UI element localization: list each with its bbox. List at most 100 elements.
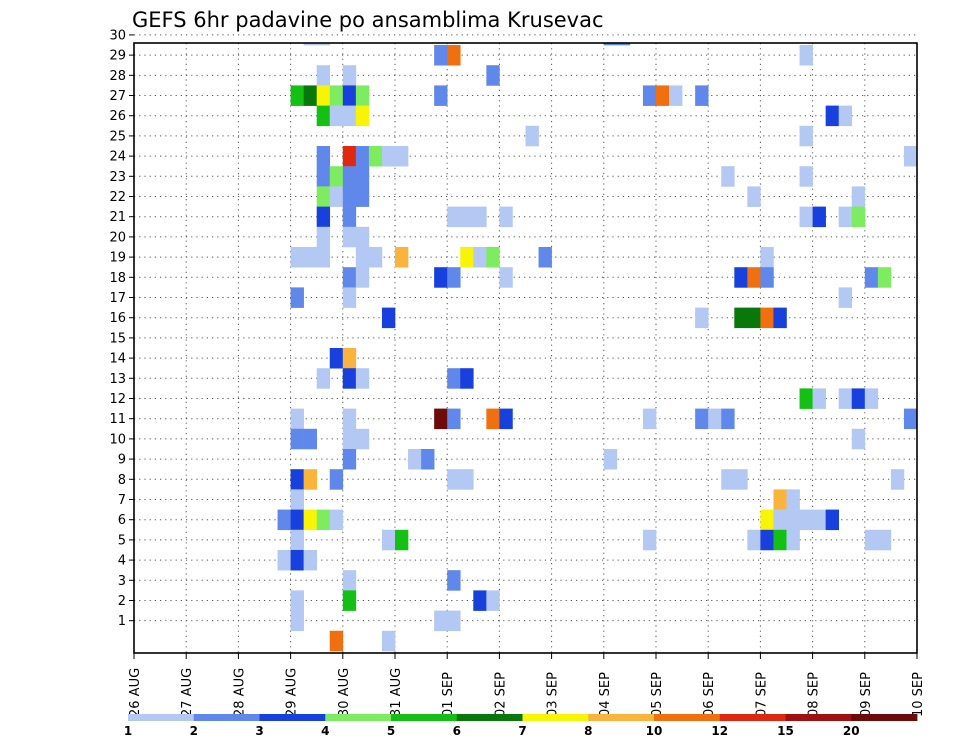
data-cell <box>316 85 331 106</box>
data-cell <box>825 105 839 127</box>
data-cell <box>460 206 474 228</box>
data-cell <box>760 247 774 268</box>
data-cell <box>786 529 800 551</box>
data-cell <box>355 186 370 207</box>
data-cell <box>342 408 357 430</box>
data-cell <box>303 43 317 46</box>
data-cell <box>890 469 905 490</box>
data-cell <box>669 85 683 106</box>
data-cell <box>355 267 370 288</box>
legend-swatch <box>522 714 589 721</box>
data-cell <box>434 267 448 288</box>
x-tick-label: 10 SEP <box>911 672 926 717</box>
data-cell <box>316 65 331 86</box>
data-cell <box>290 590 304 611</box>
data-cell <box>316 509 331 531</box>
data-cell <box>342 448 357 470</box>
data-cell <box>799 509 813 531</box>
data-cell <box>499 408 513 430</box>
legend-swatch <box>391 714 458 721</box>
y-tick-label: 2 <box>118 594 126 609</box>
data-cell <box>499 267 513 288</box>
data-cell <box>329 85 344 106</box>
x-tick-label: 09 SEP <box>859 672 874 717</box>
data-cell <box>290 247 304 268</box>
data-cell <box>460 469 474 490</box>
legend-swatch <box>654 714 721 721</box>
legend-label: 2 <box>190 724 198 738</box>
y-tick-label: 20 <box>109 230 126 245</box>
data-cell <box>277 549 291 571</box>
data-cell <box>773 529 787 551</box>
data-cell <box>342 226 357 248</box>
y-tick-label: 17 <box>109 291 126 306</box>
data-cell <box>381 630 396 652</box>
legend-label: 15 <box>777 724 794 738</box>
data-cell <box>329 348 344 369</box>
legend-label: 3 <box>255 724 263 738</box>
y-tick-label: 18 <box>109 271 126 286</box>
chart-title: GEFS 6hr padavine po ansamblima Krusevac <box>132 8 604 32</box>
data-cell <box>747 529 761 551</box>
legend-swatch <box>259 714 326 721</box>
legend-label: 7 <box>518 724 526 738</box>
data-cell <box>851 428 866 450</box>
data-cell <box>473 206 487 228</box>
x-tick-label: 01 SEP <box>441 672 456 717</box>
x-tick-label: 04 SEP <box>598 672 613 717</box>
data-cell <box>290 610 304 632</box>
data-cell <box>342 65 357 86</box>
data-cell <box>329 469 344 490</box>
data-cell <box>316 146 331 167</box>
data-cell <box>877 529 892 551</box>
data-cell <box>434 85 448 106</box>
data-cell <box>734 307 748 329</box>
y-tick-label: 7 <box>118 493 126 508</box>
data-cell <box>447 368 461 389</box>
y-tick-label: 1 <box>118 614 126 629</box>
data-cell <box>290 428 304 450</box>
data-cell <box>447 267 461 288</box>
legend-label: 5 <box>387 724 395 738</box>
data-cell <box>695 85 709 106</box>
data-cell <box>421 448 435 470</box>
data-cell <box>642 529 657 551</box>
data-cell <box>342 590 357 611</box>
data-cell <box>355 146 370 167</box>
legend-label: 12 <box>711 724 728 738</box>
data-cell <box>864 267 879 288</box>
data-cell <box>695 307 709 329</box>
data-cell <box>342 85 357 106</box>
data-cell <box>342 186 357 207</box>
data-cell <box>290 549 304 571</box>
data-cell <box>316 43 331 46</box>
data-cell <box>381 307 396 329</box>
data-cell <box>342 348 357 369</box>
data-cell <box>342 428 357 450</box>
data-cell <box>851 186 866 207</box>
y-tick-label: 28 <box>109 69 126 84</box>
data-cell <box>812 509 826 531</box>
y-tick-label: 11 <box>109 412 126 427</box>
y-tick-label: 5 <box>118 533 126 548</box>
data-cell <box>447 45 461 66</box>
data-cell <box>355 166 370 187</box>
data-cell <box>773 489 787 510</box>
data-cell <box>329 105 344 127</box>
data-cell <box>734 469 748 490</box>
data-cell <box>381 146 396 167</box>
y-tick-label: 9 <box>118 453 126 468</box>
data-cell <box>499 206 513 228</box>
x-tick-label: 28 AUG <box>232 668 247 717</box>
data-cell <box>773 307 787 329</box>
data-cell <box>903 146 918 167</box>
data-cell <box>395 529 409 551</box>
data-cell <box>316 247 331 268</box>
data-cell <box>447 206 461 228</box>
data-cell <box>408 448 422 470</box>
data-cell <box>303 85 317 106</box>
data-cell <box>851 388 866 409</box>
data-cell <box>864 529 879 551</box>
data-cell <box>616 43 631 46</box>
